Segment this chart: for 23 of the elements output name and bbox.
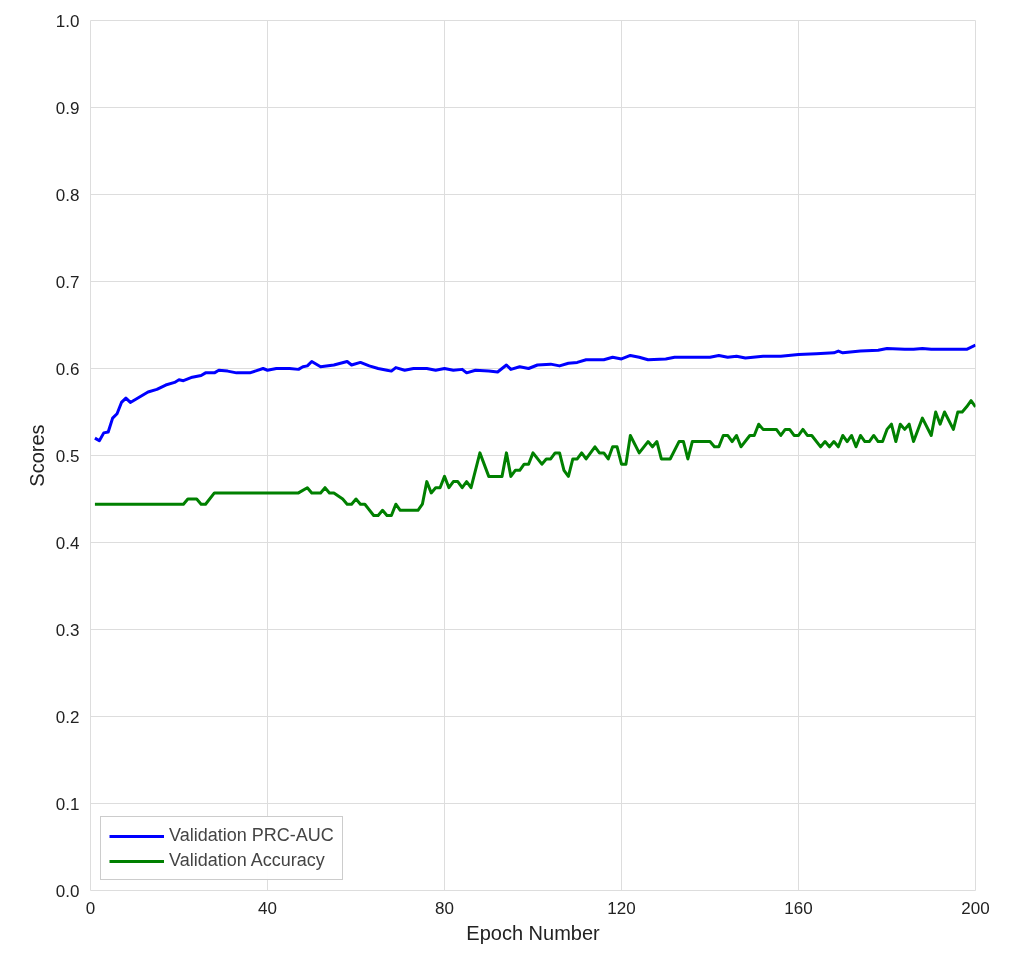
x-tick-label: 80 <box>435 898 454 918</box>
y-tick-label: 0.7 <box>55 272 80 292</box>
y-tick-label: 1.0 <box>55 11 80 31</box>
x-tick-label: 120 <box>607 898 636 918</box>
line-series <box>93 343 976 443</box>
x-axis-title: Epoch Number <box>466 921 601 944</box>
x-tick-label: 0 <box>85 898 96 918</box>
y-tick-label: 0.8 <box>55 185 80 205</box>
y-tick-label: 0.6 <box>55 359 80 379</box>
line-series <box>93 399 976 518</box>
y-tick-label: 0.4 <box>55 533 80 553</box>
y-axis-title: Scores <box>25 424 48 487</box>
x-tick-label: 200 <box>961 898 990 918</box>
y-tick-label: 0.3 <box>55 620 80 640</box>
legend-label: Validation Accuracy <box>169 850 325 871</box>
y-tick-label: 0.9 <box>55 98 80 118</box>
x-tick-label: 160 <box>784 898 813 918</box>
y-tick-label: 0.5 <box>55 446 80 466</box>
y-tick-label: 0.2 <box>55 707 80 727</box>
y-tick-label: 0.0 <box>55 881 80 901</box>
x-tick-label: 40 <box>258 898 277 918</box>
legend-label: Validation PRC-AUC <box>169 825 334 846</box>
y-tick-label: 0.1 <box>55 794 80 814</box>
